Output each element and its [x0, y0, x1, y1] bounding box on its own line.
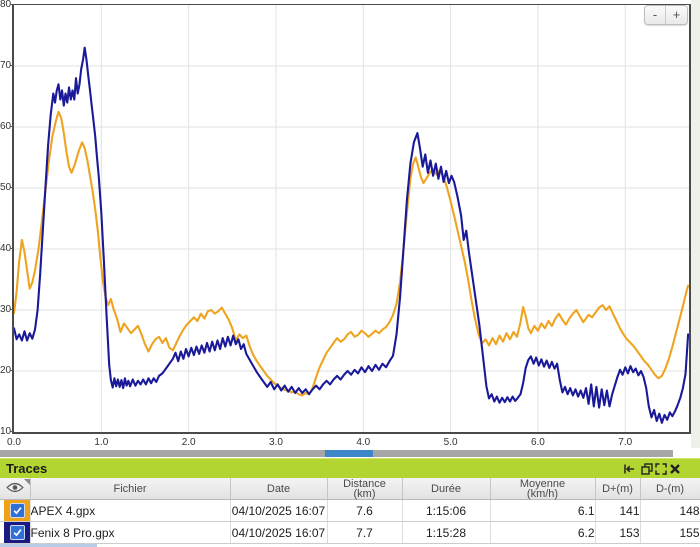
y-tick-label: 40: [0, 243, 12, 254]
trace-checkbox[interactable]: [9, 503, 25, 518]
cell-duree: 1:15:28: [402, 521, 491, 544]
column-header-date[interactable]: Date: [230, 478, 328, 500]
cell-moyenne: 6.1: [490, 499, 596, 522]
x-tick-label: 0.0: [7, 437, 21, 448]
x-tick-label: 4.0: [356, 437, 371, 448]
chart-scrollbar-thumb[interactable]: [325, 450, 373, 457]
y-tick-mark: [10, 65, 13, 66]
y-tick-mark: [10, 431, 13, 432]
panel-title: Traces: [6, 461, 48, 476]
y-tick-mark: [10, 126, 13, 127]
y-tick-label: 60: [0, 121, 12, 132]
cell-dminus: 148: [640, 499, 700, 522]
popout-window-icon[interactable]: [640, 462, 654, 476]
eye-icon: [6, 482, 24, 495]
y-tick-mark: [10, 370, 13, 371]
table-header-row: Fichier Date Distance (km) Durée Moyenne…: [0, 478, 700, 500]
plot-area[interactable]: [12, 4, 691, 434]
visibility-column-header[interactable]: [0, 478, 31, 500]
x-tick-label: 7.0: [618, 437, 633, 448]
trace-checkbox[interactable]: [9, 525, 25, 540]
y-tick-mark: [10, 187, 13, 188]
x-tick-label: 5.0: [443, 437, 458, 448]
table-row-fenix8pro[interactable]: Fenix 8 Pro.gpx 04/10/2025 16:07 7.7 1:1…: [0, 521, 700, 544]
cell-duree: 1:15:06: [402, 499, 491, 522]
column-header-dminus[interactable]: D-(m): [640, 478, 700, 500]
cell-dminus: 155: [640, 521, 700, 544]
header-corner-marker: [24, 479, 30, 485]
trace-color-swatch: [4, 500, 29, 521]
cell-fichier: Fenix 8 Pro.gpx: [30, 521, 231, 544]
cell-dplus: 153: [595, 521, 641, 544]
cell-fichier: APEX 4.gpx: [30, 499, 231, 522]
x-tick-label: 2.0: [181, 437, 196, 448]
table-hscrollbar[interactable]: [0, 544, 97, 547]
zoom-control: - +: [644, 5, 688, 25]
trace-color-cell: [0, 521, 31, 544]
trace-color-cell: [0, 499, 31, 522]
zoom-out-button[interactable]: -: [645, 6, 666, 24]
cell-date: 04/10/2025 16:07: [230, 499, 328, 522]
series-line-apex-4-gpx: [14, 110, 689, 397]
y-tick-label: 10: [0, 426, 12, 437]
column-header-distance[interactable]: Distance (km): [327, 478, 403, 500]
y-tick-mark: [10, 248, 13, 249]
y-tick-label: 50: [0, 182, 12, 193]
column-header-duree[interactable]: Durée: [402, 478, 491, 500]
y-tick-label: 20: [0, 365, 12, 376]
table-row-apex4[interactable]: APEX 4.gpx 04/10/2025 16:07 7.6 1:15:06 …: [0, 499, 700, 522]
close-icon[interactable]: [668, 462, 682, 476]
cell-distance: 7.6: [327, 499, 403, 522]
y-tick-mark: [10, 4, 13, 5]
y-tick-label: 70: [0, 60, 12, 71]
collapse-left-icon[interactable]: [622, 462, 636, 476]
chart-scrollbar-track[interactable]: [0, 450, 673, 457]
x-tick-label: 1.0: [94, 437, 109, 448]
trace-color-swatch: [4, 522, 29, 543]
zoom-in-button[interactable]: +: [666, 6, 687, 24]
traces-header-bar: Traces: [0, 458, 700, 479]
x-tick-label: 6.0: [530, 437, 545, 448]
cell-moyenne: 6.2: [490, 521, 596, 544]
chart-right-strip: [691, 0, 700, 448]
cell-distance: 7.7: [327, 521, 403, 544]
y-tick-mark: [10, 309, 13, 310]
y-tick-label: 80: [0, 0, 12, 10]
y-tick-label: 30: [0, 304, 12, 315]
cell-date: 04/10/2025 16:07: [230, 521, 328, 544]
column-header-fichier[interactable]: Fichier: [30, 478, 231, 500]
chart-canvas: [14, 5, 689, 432]
series-line-fenix-8-pro-gpx: [14, 46, 689, 424]
column-header-dplus[interactable]: D+(m): [595, 478, 641, 500]
x-tick-label: 3.0: [269, 437, 283, 448]
fullscreen-icon[interactable]: [654, 462, 668, 476]
traces-table: Fichier Date Distance (km) Durée Moyenne…: [0, 478, 700, 544]
column-header-moyenne[interactable]: Moyenne (km/h): [490, 478, 596, 500]
cell-dplus: 141: [595, 499, 641, 522]
